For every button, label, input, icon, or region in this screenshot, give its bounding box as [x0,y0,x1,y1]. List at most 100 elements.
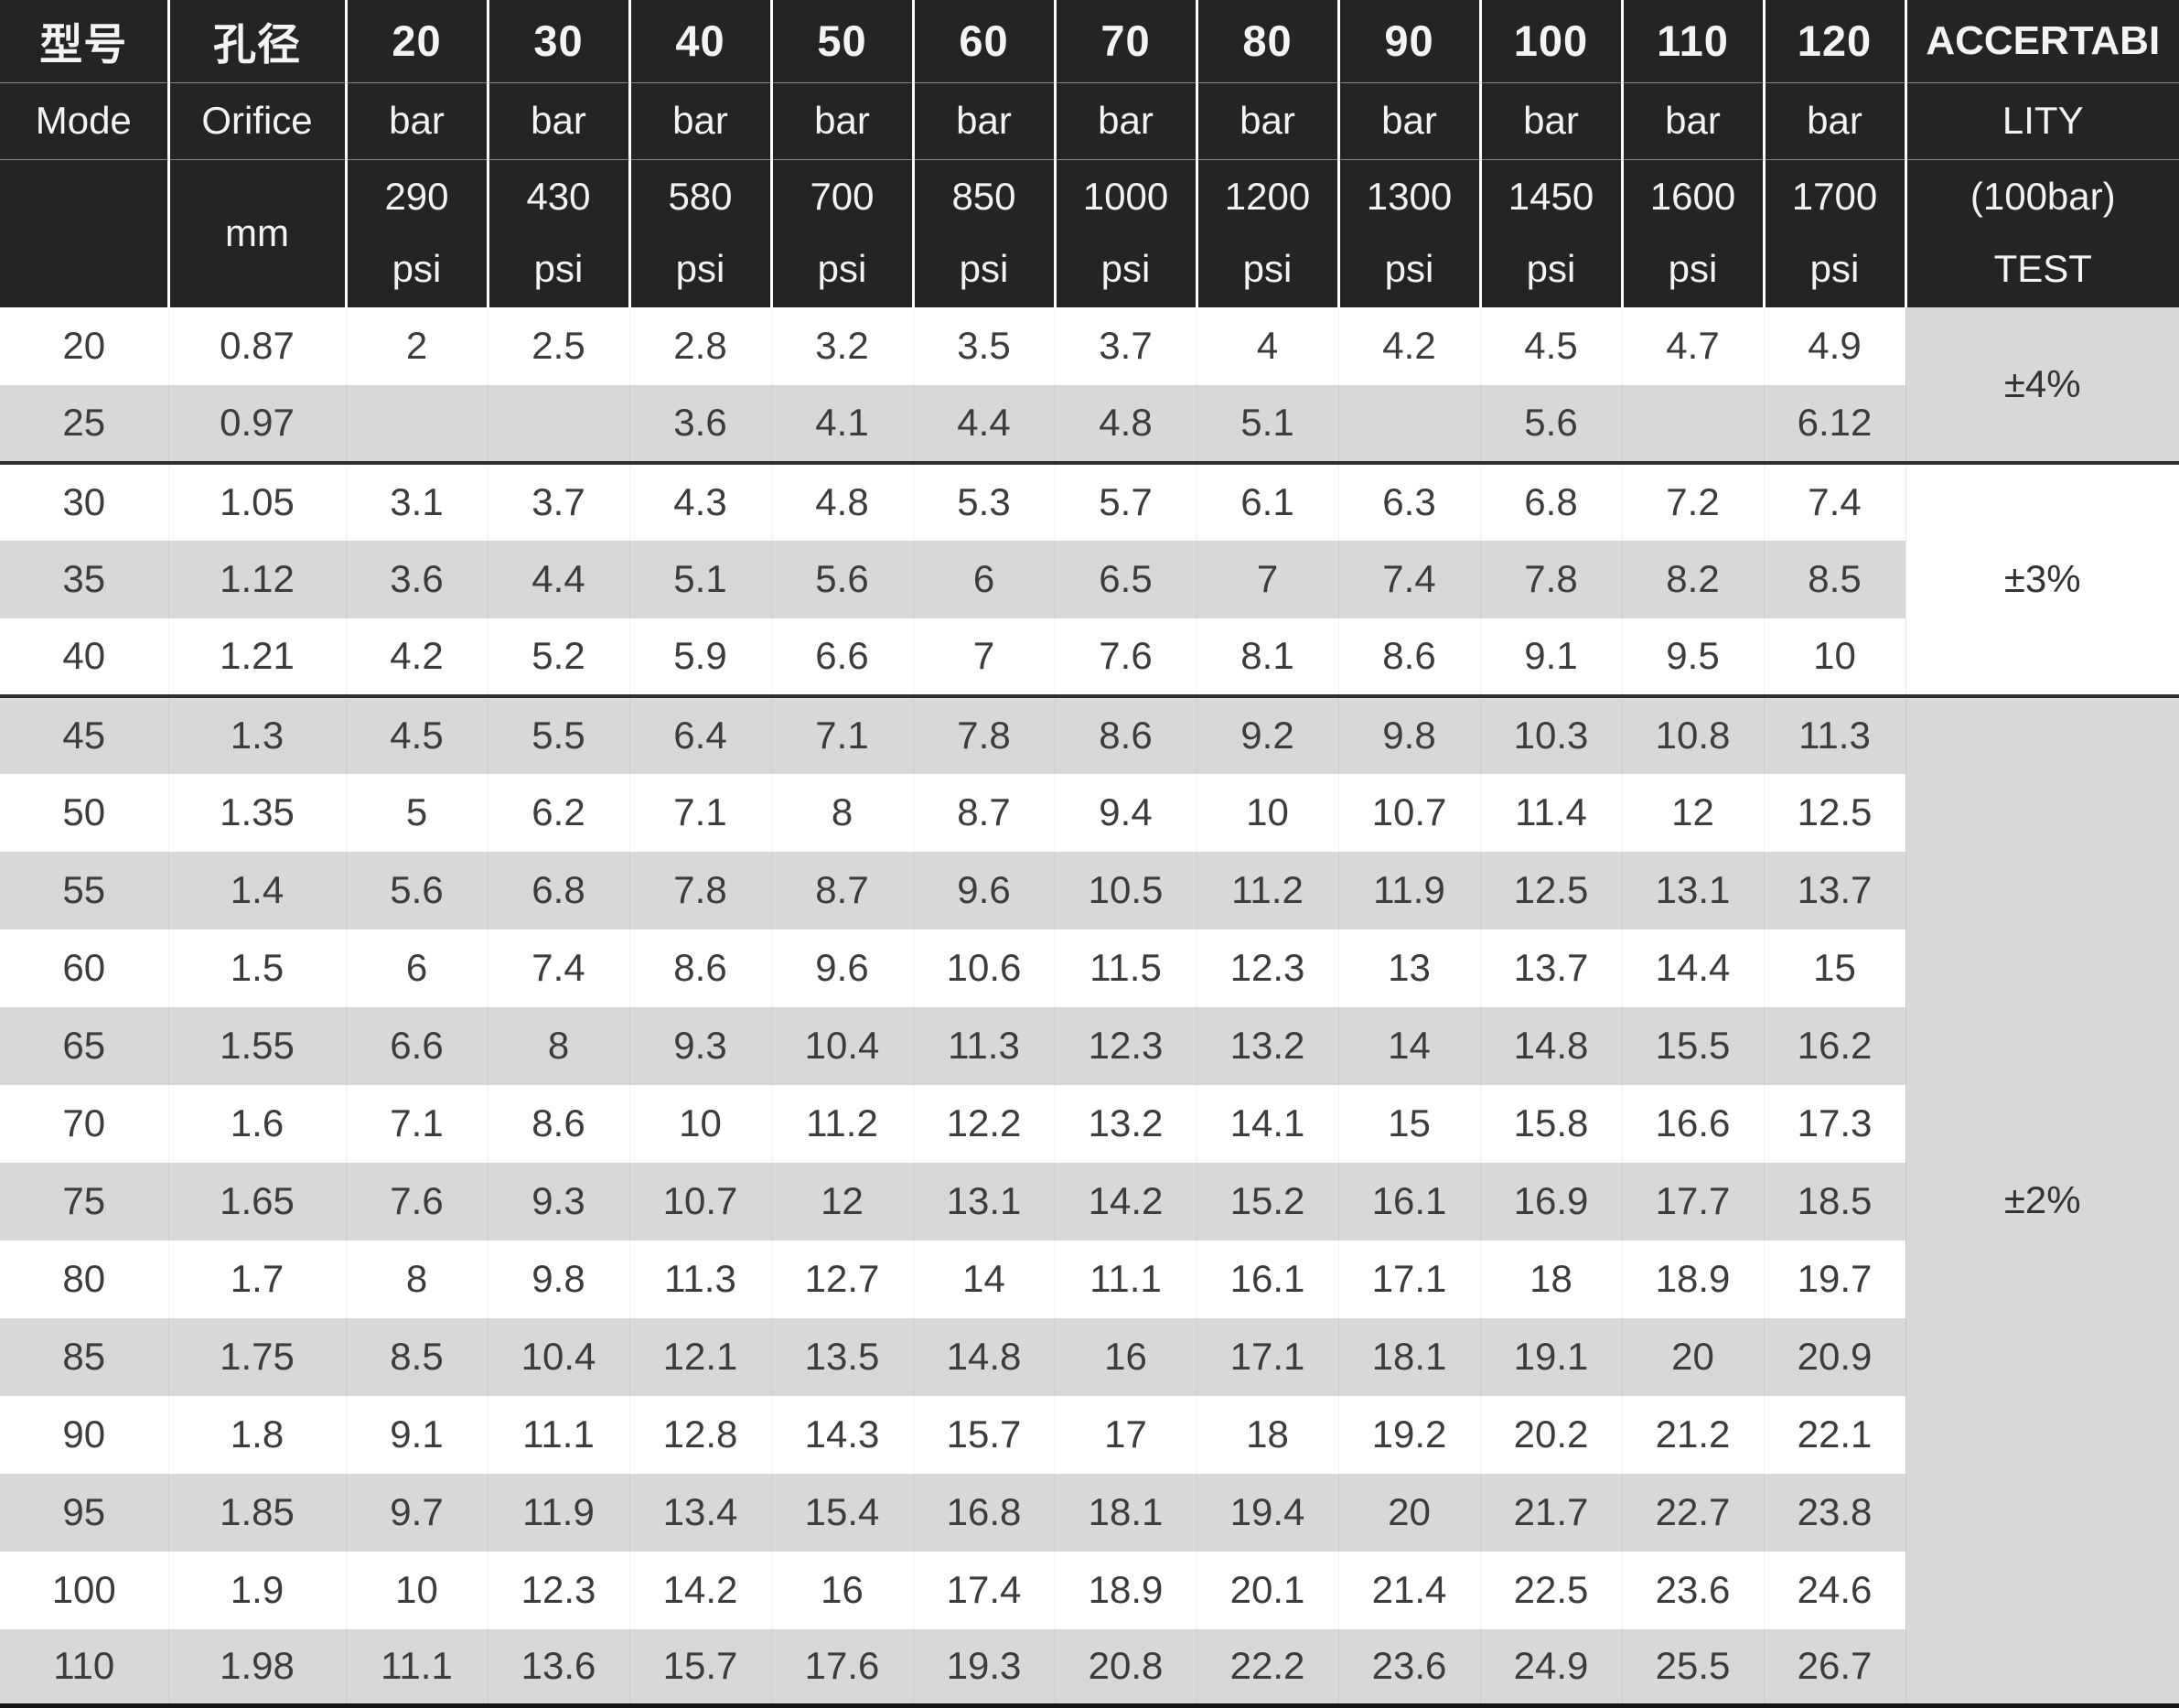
flow-value-cell: 7.2 [1621,460,1764,541]
model-cell: 25 [0,384,168,463]
flow-value-cell: 6.6 [770,618,913,696]
flow-value-cell: 9.8 [1337,693,1480,774]
pressure-psi-header: 290 psi [344,158,488,307]
flow-value-cell: 11.3 [628,1240,771,1318]
model-cell: 60 [0,929,168,1007]
flow-value-cell: 9.6 [770,929,913,1007]
psi-value: 580 [668,174,733,218]
flow-value-cell: 14.1 [1196,1084,1338,1163]
model-cell: 85 [0,1317,168,1396]
flow-value-cell: 18.5 [1763,1162,1905,1241]
flow-value-cell: 5.6 [345,851,488,929]
flow-value-cell: 17.1 [1196,1317,1338,1396]
flow-value-cell: 5.2 [487,618,629,696]
flow-value-cell: 13.2 [1196,1006,1338,1085]
flow-value-cell: 7.1 [770,693,913,774]
psi-unit: psi [533,246,584,290]
flow-value-cell: 18.1 [1337,1317,1480,1396]
pressure-bar-unit-header: bar [1195,81,1338,159]
flow-value-cell: 4.3 [628,460,771,541]
flow-value-cell: 9.3 [487,1162,629,1241]
psi-value: 290 [384,174,449,218]
flow-value-cell: 22.2 [1196,1628,1338,1707]
pressure-psi-header: 1200 psi [1195,158,1338,307]
table-row: 90 1.8 9.1 11.1 12.8 14.3 15.7 17 18 19.2 20.2 21.2… [0,1395,2179,1474]
table-row: 45 1.3 4.5 5.5 6.4 7.1 7.8 8.6 9.2 9.8 10.3 10.8 11.… [0,693,2179,1707]
pressure-bar-unit-header: bar [1762,81,1905,159]
pressure-bar-unit-header: bar [769,81,913,159]
flow-value-cell: 14.3 [770,1395,913,1474]
accuracy-header-line2: LITY [1904,81,2179,159]
flow-value-cell: 4.7 [1621,306,1764,385]
flow-value-cell: 3.7 [1054,306,1197,385]
pressure-psi-header: 1700 psi [1762,158,1905,307]
flow-value-cell: 10.7 [1337,773,1480,852]
orifice-cell: 1.75 [167,1317,346,1396]
accuracy-test-header: (100bar) TEST [1904,158,2179,307]
flow-value-cell: 11.1 [345,1628,488,1707]
orifice-unit-header: mm [166,158,346,307]
flow-value-cell: 2 [345,306,488,385]
flow-value-cell: 16.2 [1763,1006,1905,1085]
flow-value-cell: 15.2 [1196,1162,1338,1241]
model-cell: 65 [0,1006,168,1085]
flow-value-cell: 5.3 [912,460,1055,541]
flow-value-cell: 21.2 [1621,1395,1764,1474]
orifice-cell: 1.9 [167,1551,346,1629]
flow-value-cell [1621,384,1764,463]
flow-value-cell: 10 [1763,618,1905,696]
orifice-cell: 1.21 [167,618,346,696]
psi-unit: psi [675,246,725,290]
flow-value-cell: 3.6 [628,384,771,463]
psi-value: 1700 [1791,174,1878,218]
flow-value-cell: 22.7 [1621,1473,1764,1552]
orifice-cell: 1.65 [167,1162,346,1241]
model-cell: 75 [0,1162,168,1241]
flow-value-cell: 9.6 [912,851,1055,929]
flow-value-cell: 8.7 [770,851,913,929]
flow-value-cell: 10 [1196,773,1338,852]
flow-value-cell: 4.4 [912,384,1055,463]
psi-value: 700 [810,174,875,218]
flow-value-cell: 22.1 [1763,1395,1905,1474]
table-row: 25 0.97 3.6 4.1 4.4 4.8 5.1 5.6 6.12 [0,384,2179,463]
flow-value-cell: 5.1 [1196,384,1338,463]
flow-value-cell: 22.5 [1479,1551,1622,1629]
model-cell: 80 [0,1240,168,1318]
model-cell: 50 [0,773,168,852]
model-cell: 90 [0,1395,168,1474]
table-row: 75 1.65 7.6 9.3 10.7 12 13.1 14.2 15.2 16.1 16.9 17… [0,1162,2179,1241]
flow-value-cell: 6.12 [1763,384,1905,463]
flow-value-cell: 10.6 [912,929,1055,1007]
flow-value-cell: 15.4 [770,1473,913,1552]
table-row: 70 1.6 7.1 8.6 10 11.2 12.2 13.2 14.1 15 15.8 16.6 1… [0,1084,2179,1163]
flow-value-cell: 18.9 [1054,1551,1197,1629]
psi-value: 1450 [1508,174,1594,218]
flow-value-cell: 8.2 [1621,540,1764,618]
psi-value: 1200 [1224,174,1311,218]
flow-value-cell: 12 [770,1162,913,1241]
model-header-en: Mode [0,81,168,159]
flow-value-cell: 13.4 [628,1473,771,1552]
flow-value-cell: 8.6 [1337,618,1480,696]
flow-value-cell: 7.4 [1337,540,1480,618]
flow-value-cell: 9.1 [345,1395,488,1474]
flow-value-cell: 3.2 [770,306,913,385]
pressure-bar-unit-header: bar [911,81,1055,159]
flow-value-cell: 17.4 [912,1551,1055,1629]
flow-value-cell: 18 [1479,1240,1622,1318]
flow-value-cell: 9.2 [1196,693,1338,774]
flow-value-cell: 3.1 [345,460,488,541]
flow-value-cell: 10.4 [770,1006,913,1085]
table-row: 100 1.9 10 12.3 14.2 16 17.4 18.9 20.1 21.4 22.5 23… [0,1551,2179,1629]
flow-value-cell: 7.4 [487,929,629,1007]
flow-value-cell: 14.2 [628,1551,771,1629]
orifice-cell: 1.6 [167,1084,346,1163]
table-row: 65 1.55 6.6 8 9.3 10.4 11.3 12.3 13.2 14 14.8 15.5 1… [0,1006,2179,1085]
psi-value: 1600 [1649,174,1736,218]
table-row: 50 1.35 5 6.2 7.1 8 8.7 9.4 10 10.7 11.4 12 12.5 [0,773,2179,852]
flow-value-cell: 5.5 [487,693,629,774]
pressure-bar-value-header: 120 [1762,0,1905,82]
pressure-psi-header: 850 psi [911,158,1055,307]
